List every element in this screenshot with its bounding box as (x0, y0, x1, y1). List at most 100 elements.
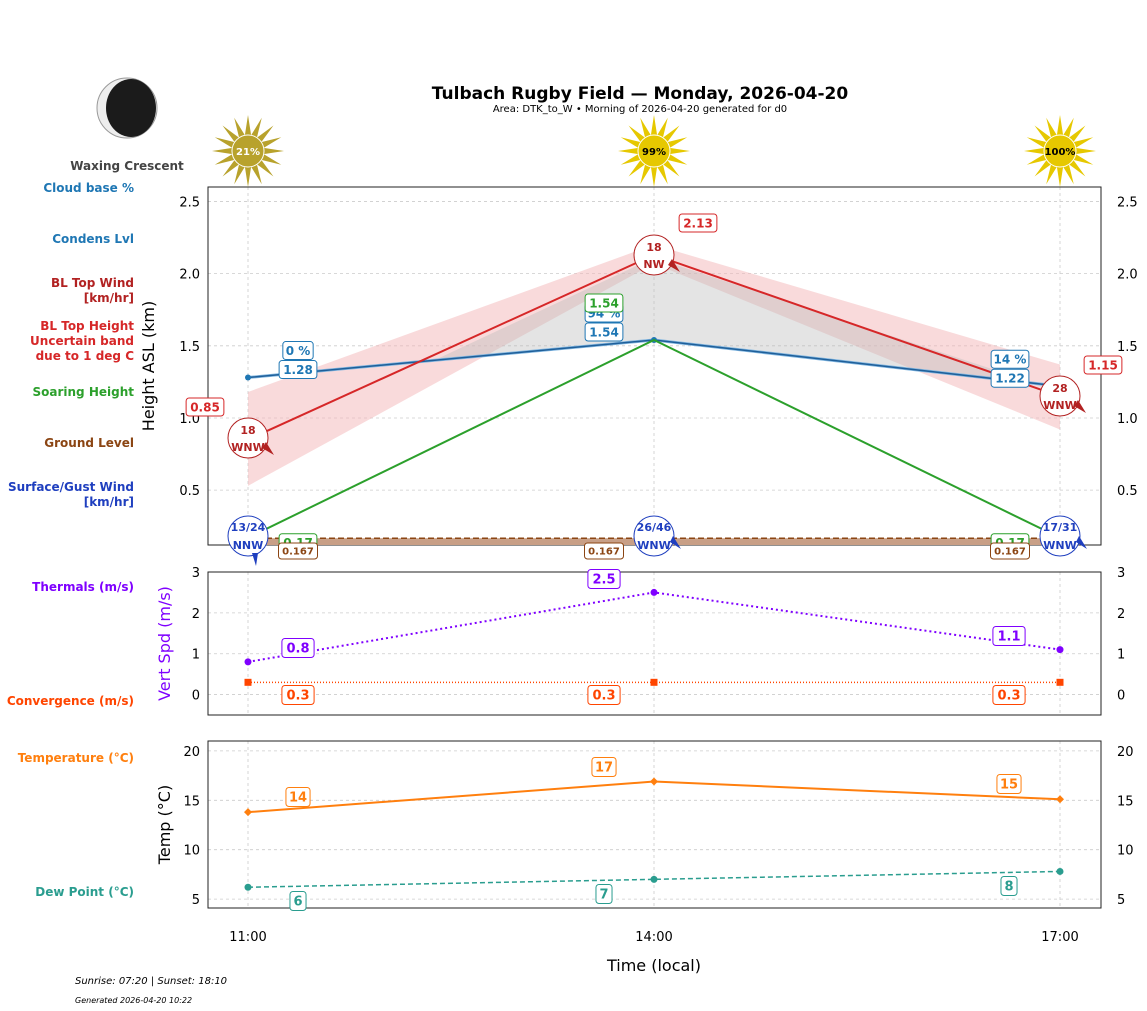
bl-wind-direction: WNW (1043, 399, 1076, 412)
y-tick-label: 20 (183, 745, 200, 760)
temperature-label-box (591, 757, 617, 777)
convergence-label-box (281, 685, 315, 705)
thermals-label-text: 2.5 (592, 573, 615, 588)
row-label: Dew Point (°C) (35, 885, 134, 899)
convergence-label-text: 0.3 (997, 689, 1020, 704)
surface-wind-circle (1039, 515, 1081, 557)
soaring-label-box (584, 293, 624, 313)
moon-icon (96, 77, 158, 139)
bl-top-label-box (185, 397, 225, 417)
temperature-point (1056, 795, 1064, 804)
cloud-base-percent-label: 14 % (990, 349, 1030, 369)
surface-wind-circle (227, 515, 269, 557)
dew-point-label-text: 7 (599, 888, 608, 903)
y-tick-label: 0 (192, 689, 200, 704)
y-tick-label-right: 2.0 (1117, 268, 1138, 283)
dew-point-label: 8 (1000, 876, 1018, 896)
y-tick-label: 2.0 (179, 268, 200, 283)
sun-percent: 21% (236, 147, 260, 158)
cloud-base-percent-label: 0 % (282, 341, 314, 361)
y-tick-label: 10 (183, 844, 200, 859)
bl-wind-direction: NW (643, 258, 664, 271)
temperature-label: 14 (285, 787, 311, 807)
dew-point-line (247, 870, 1061, 888)
cloud-base-percent-label-text: 0 % (286, 344, 311, 358)
y-tick-label-right: 15 (1117, 794, 1134, 809)
surface-wind-circle (633, 515, 675, 557)
y-tick-label: 1.5 (179, 340, 200, 355)
panel-2: 0 0 1 1 2 2 3 3 Vert Spd (m/s) (155, 566, 1125, 716)
bl-wind-circle (227, 417, 269, 459)
thermals-label: 2.5 (587, 569, 621, 589)
dew-point-label-box (595, 884, 613, 904)
dew-point-label-text: 6 (293, 895, 302, 910)
thermals-label: 0.8 (281, 638, 315, 658)
thermals-point (1056, 646, 1064, 654)
ground-label-box (584, 542, 624, 560)
cloud-base-percent-label-box (282, 341, 314, 361)
surface-wind-speed: 17/31 (1043, 521, 1078, 534)
soaring-label: 1.54 (584, 293, 624, 313)
row-label: [km/hr] (84, 495, 134, 509)
x-tick-label: 17:00 (1041, 930, 1078, 945)
thermals-point (650, 588, 658, 596)
wind-arrow-icon (262, 442, 274, 455)
ground-label-text: 0.167 (994, 547, 1026, 558)
bl-top-label: 2.13 (678, 213, 718, 233)
y-tick-label-right: 5 (1117, 893, 1125, 908)
bl-top-label-box (1083, 355, 1123, 375)
condens-label: 1.54 (584, 322, 624, 342)
y-tick-label: 2.5 (179, 195, 200, 210)
y-tick-label: 2 (192, 607, 200, 622)
wind-arrow-icon (1076, 536, 1087, 549)
y-tick-label-right: 2.5 (1117, 195, 1138, 210)
condens-label-box (278, 360, 318, 380)
bl-wind-circle (633, 234, 675, 276)
temperature-label-text: 14 (289, 791, 307, 806)
row-label: BL Top Wind (51, 276, 134, 290)
bl-wind-circle (1039, 375, 1081, 417)
thermals-label-box (992, 626, 1026, 646)
row-label: Thermals (m/s) (32, 580, 134, 594)
y-axis-label: Temp (°C) (155, 785, 174, 865)
bl-top-label-text: 1.15 (1088, 358, 1118, 372)
ground-label-box (990, 542, 1030, 560)
row-label: due to 1 deg C (36, 349, 135, 363)
ground-label: 0.167 (278, 542, 318, 560)
dew-point-label: 7 (595, 884, 613, 904)
condens-label-text: 1.22 (995, 372, 1025, 386)
wind-arrow-icon (1074, 400, 1086, 413)
axes-frame (207, 571, 1102, 716)
ground-label-text: 0.167 (282, 547, 314, 558)
condens-label-text: 1.28 (283, 363, 313, 377)
convergence-point (1056, 678, 1064, 686)
y-tick-label: 3 (192, 566, 200, 581)
dew-point-point (244, 883, 252, 891)
row-label: Surface/Gust Wind (8, 480, 134, 494)
y-tick-label-right: 1 (1117, 648, 1125, 663)
cloud-base-percent-label-box (990, 349, 1030, 369)
y-tick-label-right: 0.5 (1117, 484, 1138, 499)
bl-wind-speed: 18 (240, 424, 255, 437)
bl-top-label: 0.85 (185, 397, 225, 417)
condens-label-box (584, 322, 624, 342)
temperature-label-box (996, 774, 1022, 794)
temperature-label-box (285, 787, 311, 807)
thermals-label-text: 1.1 (997, 630, 1020, 645)
condens-label-text: 1.54 (589, 325, 619, 339)
y-tick-label-right: 1.0 (1117, 412, 1138, 427)
convergence-point (244, 678, 252, 686)
thermals-label-text: 0.8 (286, 642, 309, 657)
convergence-label-box (587, 685, 621, 705)
dew-point-label-box (289, 891, 307, 911)
sun-percent: 99% (642, 147, 666, 158)
x-axis-label: Time (local) (606, 956, 701, 975)
bl-wind-direction: WNW (231, 441, 264, 454)
condens-label: 1.22 (990, 368, 1030, 388)
y-tick-label: 5 (192, 893, 200, 908)
y-tick-label-right: 0 (1117, 689, 1125, 704)
soaring-label-text: 1.54 (589, 296, 619, 310)
surface-wind-speed: 13/24 (231, 521, 266, 534)
